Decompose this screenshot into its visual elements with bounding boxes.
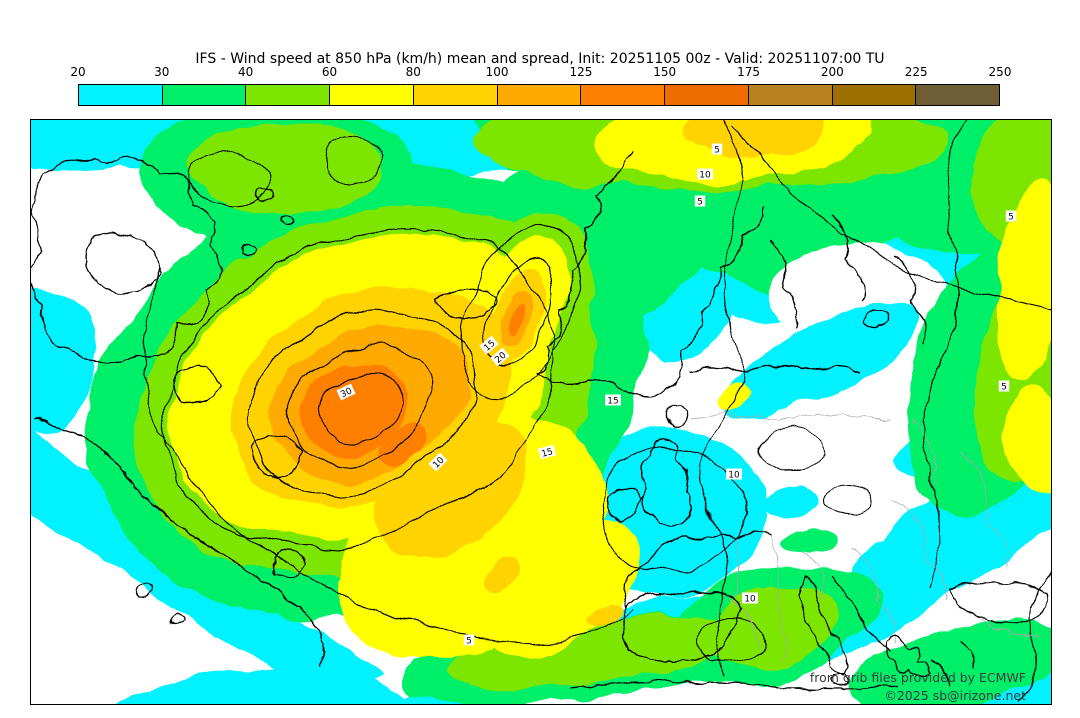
contour-label: 10 — [697, 168, 713, 181]
coastlines — [31, 149, 1048, 690]
contour-label: 5 — [463, 634, 475, 647]
colorbar-segment — [246, 85, 331, 105]
colorbar-tick-label: 20 — [70, 65, 86, 79]
svg-text:5: 5 — [1008, 213, 1014, 223]
colorbar-tick-label: 225 — [904, 65, 928, 79]
contour-label: 10 — [742, 592, 758, 605]
svg-text:10: 10 — [728, 471, 740, 481]
contour-label: 10 — [726, 468, 742, 481]
svg-text:15: 15 — [607, 397, 618, 407]
colorbar-tick-label: 80 — [405, 65, 421, 79]
country-borders — [690, 414, 1042, 661]
wind-speed-fill-contours — [31, 120, 1051, 704]
colorbar-segment — [79, 85, 163, 105]
colorbar-tick-label: 125 — [569, 65, 593, 79]
colorbar-tick-label: 60 — [321, 65, 338, 79]
colorbar-tick-label: 200 — [820, 65, 844, 79]
svg-text:5: 5 — [697, 198, 703, 208]
contour-label: 5 — [998, 380, 1010, 393]
colorbar-segment — [581, 85, 666, 105]
colorbar-segment — [665, 85, 749, 105]
colorbar — [78, 84, 1000, 106]
spread-contour-lines — [140, 120, 1051, 704]
colorbar-tick-label: 250 — [988, 65, 1012, 79]
contour-label: 15 — [605, 394, 621, 407]
svg-text:10: 10 — [744, 595, 756, 605]
colorbar-tick-label: 150 — [653, 65, 677, 79]
attribution-source: from grib files provided by ECMWF — [810, 670, 1026, 685]
colorbar-segment — [413, 85, 498, 105]
wind-speed-map: 30 15 20 10 15 15 5 10 5 10 10 5 5 5 from grib files … — [30, 119, 1052, 705]
contour-label: 5 — [711, 143, 723, 156]
svg-text:5: 5 — [466, 637, 472, 647]
colorbar-tick-label: 30 — [154, 65, 170, 79]
contour-label: 5 — [694, 195, 706, 208]
contour-label: 5 — [1005, 210, 1017, 223]
colorbar-tick-label: 175 — [737, 65, 760, 79]
colorbar-tick-label: 100 — [485, 65, 509, 79]
colorbar-tick-label: 40 — [237, 65, 254, 79]
colorbar-ticks: 20 30 40 60 80 100 125 150 175 200 225 250 — [70, 65, 1011, 80]
contour-label: 15 — [537, 444, 557, 460]
contour-label: 30 — [336, 383, 356, 401]
map-title: IFS - Wind speed at 850 hPa (km/h) mean … — [195, 51, 885, 67]
svg-text:15: 15 — [541, 447, 555, 460]
colorbar-segment — [832, 85, 917, 105]
colorbar-segment — [497, 85, 582, 105]
svg-text:30: 30 — [339, 386, 354, 400]
colorbar-segment — [330, 85, 414, 105]
svg-text:5: 5 — [1001, 383, 1007, 393]
svg-text:5: 5 — [714, 146, 720, 156]
colorbar-segment — [162, 85, 247, 105]
attribution-copyright: ©2025 sb@irizone.net — [884, 688, 1026, 703]
svg-text:10: 10 — [699, 171, 711, 181]
colorbar-segment — [748, 85, 833, 105]
colorbar-segment — [916, 85, 1000, 105]
